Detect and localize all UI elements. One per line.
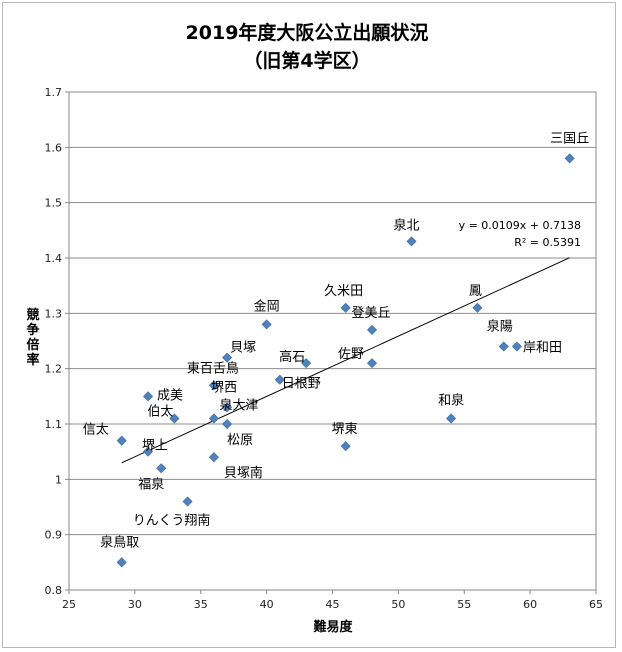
data-point: [222, 402, 233, 413]
x-tick-label: 45: [326, 598, 340, 611]
data-point: [143, 446, 154, 457]
data-point: [511, 341, 522, 352]
data-point: [208, 380, 219, 391]
y-tick-label: 1.7: [45, 86, 63, 99]
trendline-r2: R² = 0.5391: [514, 236, 581, 249]
data-point: [143, 391, 154, 402]
point-label: 久米田: [324, 284, 363, 299]
data-point: [367, 324, 378, 335]
x-tick-label: 65: [589, 598, 603, 611]
point-label: 泉北: [394, 217, 420, 233]
y-tick-label: 1.5: [45, 197, 63, 210]
y-axis-title-char: 争: [26, 322, 39, 338]
point-label: 鳳: [469, 284, 482, 299]
x-tick-label: 30: [128, 598, 142, 611]
data-point: [498, 341, 509, 352]
point-label: 堺上: [142, 439, 168, 454]
point-label: 佐野: [338, 347, 364, 362]
data-point: [116, 557, 127, 568]
trendline: [121, 257, 570, 464]
data-point: [406, 236, 417, 247]
y-tick-label: 1.3: [45, 307, 63, 320]
data-point: [472, 302, 483, 313]
point-label: 貝塚: [230, 341, 256, 356]
y-tick-label: 1: [55, 473, 62, 486]
point-label: 登美丘: [352, 306, 391, 321]
axis-ticks: 0.8 0.9 1 1.1 1.2 1.3 1.4 1.5 1.6 1.7 25 30 35 40 45 50…: [45, 86, 604, 611]
data-point: [340, 302, 351, 313]
x-tick-label: 50: [391, 598, 405, 611]
point-label: 和泉: [438, 392, 464, 408]
point-label: 松原: [227, 433, 253, 448]
data-point: [261, 319, 272, 330]
data-point: [116, 435, 127, 446]
point-label: 福泉: [138, 476, 164, 492]
data-points: [116, 153, 575, 568]
data-point: [222, 418, 233, 430]
y-axis-title-char: 倍: [26, 337, 39, 353]
y-tick-label: 0.8: [45, 584, 63, 597]
data-point: [274, 374, 285, 385]
point-label: 堺西: [211, 380, 237, 395]
data-point: [169, 413, 180, 424]
chart-frame: 2019年度大阪公立出願状況 （旧第4学区） 0.8 0.9 1 1.1 1.2 1.3 1…: [2, 2, 616, 648]
point-label: 東百舌鳥: [187, 360, 239, 376]
point-label: 三国丘: [550, 131, 589, 146]
point-label: 岸和田: [523, 341, 562, 356]
grid-lines: [69, 146, 596, 536]
point-label: 貝塚南: [224, 465, 263, 481]
y-tick-label: 1.2: [45, 363, 63, 376]
point-label: りんくう翔南: [133, 512, 211, 528]
point-label: 泉大津: [219, 397, 258, 413]
point-label: 伯太: [147, 404, 173, 419]
point-label: 日根野: [282, 377, 321, 392]
data-point: [208, 452, 219, 463]
point-label: 信太: [83, 423, 109, 438]
data-point: [182, 496, 193, 507]
point-label: 堺東: [332, 421, 358, 437]
data-point: [222, 352, 233, 363]
data-point: [446, 413, 457, 424]
point-label: 泉陽: [487, 319, 513, 335]
trendline-equation: y = 0.0109x + 0.7138: [459, 219, 581, 232]
point-label: 金岡: [254, 298, 280, 314]
point-label: 泉鳥取: [100, 534, 139, 550]
data-point: [367, 358, 378, 369]
y-axis-title-char: 率: [26, 352, 39, 368]
y-tick-label: 1.1: [45, 418, 63, 431]
x-tick-label: 25: [62, 598, 76, 611]
y-tick-label: 1.6: [45, 141, 63, 154]
y-tick-label: 0.9: [45, 529, 63, 542]
point-label: 成美: [157, 388, 183, 403]
data-point: [301, 358, 312, 369]
chart-title-line2: （旧第4学区）: [243, 49, 370, 72]
x-tick-label: 60: [523, 598, 537, 611]
x-tick-label: 40: [260, 598, 274, 611]
data-point: [564, 153, 575, 164]
y-tick-label: 1.4: [45, 252, 63, 265]
x-axis-title: 難易度: [313, 619, 353, 635]
data-point: [340, 441, 351, 452]
chart-title-line1: 2019年度大阪公立出願状況: [186, 21, 429, 44]
point-label: 高石: [279, 349, 305, 365]
scatter-chart: 2019年度大阪公立出願状況 （旧第4学区） 0.8 0.9 1 1.1 1.2 1.3 1…: [26, 21, 604, 635]
y-axis-title-char: 競: [26, 307, 39, 323]
x-tick-label: 55: [457, 598, 471, 611]
x-tick-label: 35: [194, 598, 208, 611]
data-point: [208, 413, 219, 424]
data-point: [156, 463, 167, 474]
